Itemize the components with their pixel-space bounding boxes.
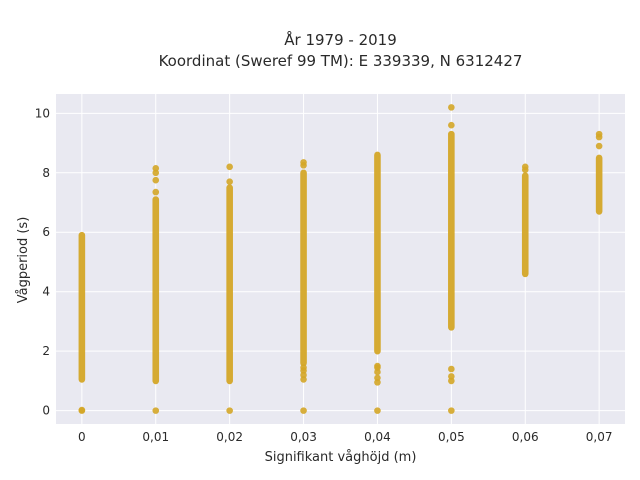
data-point	[300, 159, 307, 166]
data-point	[448, 407, 455, 414]
data-point	[448, 121, 455, 129]
x-tick-label: 0,04	[364, 430, 391, 444]
x-tick-label: 0,05	[438, 430, 465, 444]
data-point	[152, 407, 160, 414]
data-point-cluster	[595, 154, 603, 215]
x-tick-label: 0,07	[586, 430, 613, 444]
data-point	[448, 104, 455, 111]
x-tick-label: 0,02	[216, 430, 243, 444]
y-axis-label: Vågperiod (s)	[16, 217, 31, 304]
data-point-cluster	[448, 130, 455, 331]
data-point	[226, 163, 233, 171]
x-tick-label: 0,06	[512, 430, 539, 444]
data-point-cluster	[152, 196, 160, 385]
x-tick-label: 0,03	[290, 430, 317, 444]
x-axis-label: Signifikant våghöjd (m)	[265, 450, 417, 465]
x-tick-label: 0,01	[142, 430, 169, 444]
data-point	[226, 178, 233, 186]
data-point	[595, 142, 603, 150]
chart-subtitle: Koordinat (Sweref 99 TM): E 339339, N 63…	[159, 52, 523, 70]
data-point	[374, 374, 381, 382]
chart-title: År 1979 - 2019	[284, 30, 397, 49]
data-point-cluster	[521, 172, 529, 278]
y-tick-label: 8	[42, 166, 50, 180]
plot-area	[56, 94, 625, 424]
data-point	[448, 365, 455, 373]
data-point	[152, 165, 160, 172]
data-point	[374, 407, 381, 414]
x-axis-ticks: 0 0,01 0,02 0,03 0,04 0,05 0,06 0,07	[78, 430, 612, 444]
data-point	[300, 407, 307, 414]
data-point	[152, 188, 160, 196]
data-point	[78, 406, 86, 414]
y-tick-label: 0	[42, 404, 50, 418]
data-point	[448, 373, 455, 380]
y-axis-ticks: 0 2 4 6 8 10	[35, 106, 50, 417]
data-point	[300, 364, 307, 371]
y-tick-label: 6	[42, 225, 50, 239]
data-point-cluster	[300, 169, 307, 367]
y-tick-label: 4	[42, 285, 50, 299]
data-point	[521, 163, 529, 171]
x-tick-label: 0	[78, 430, 86, 444]
data-point	[152, 176, 160, 184]
data-point-cluster	[226, 184, 233, 385]
y-tick-label: 10	[35, 106, 50, 120]
data-point	[226, 407, 233, 414]
data-point	[595, 130, 603, 138]
y-tick-label: 2	[42, 344, 50, 358]
data-point	[374, 362, 381, 370]
data-point-cluster	[78, 231, 86, 383]
data-points	[78, 104, 603, 414]
data-point-cluster	[374, 151, 381, 355]
